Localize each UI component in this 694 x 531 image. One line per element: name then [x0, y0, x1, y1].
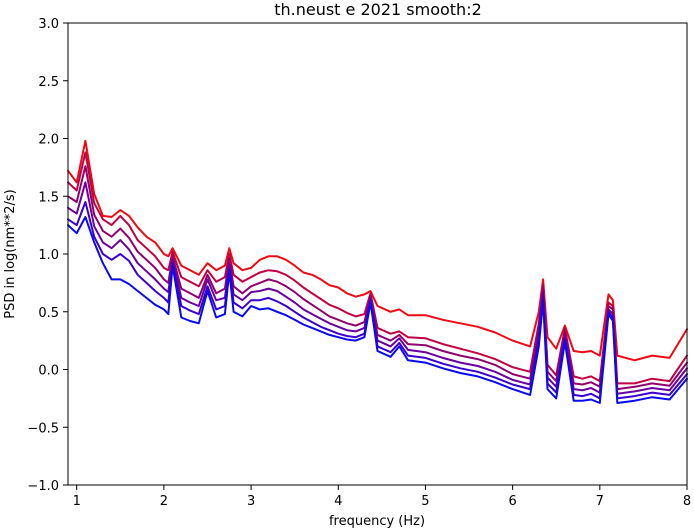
x-tick-label: 2 [160, 494, 168, 509]
y-tick-label: 0.0 [38, 364, 59, 379]
x-tick-label: 8 [683, 494, 691, 509]
x-tick-label: 4 [334, 494, 342, 509]
y-tick-label: −0.5 [27, 421, 59, 436]
chart-title: th.neust e 2021 smooth:2 [274, 0, 482, 19]
x-axis: 1 2 3 4 5 6 7 8 [73, 485, 691, 509]
y-tick-label: 1.0 [38, 248, 59, 263]
y-tick-label: 2.5 [38, 75, 59, 90]
y-tick-label: −1.0 [27, 479, 59, 494]
x-axis-label: frequency (Hz) [329, 514, 425, 529]
y-axis: 3.0 2.5 2.0 1.5 1.0 0.5 0.0 −0.5 −1.0 [27, 17, 68, 494]
series-line-5 [67, 201, 688, 400]
series-line-4 [67, 181, 688, 395]
y-tick-label: 2.0 [38, 133, 59, 148]
x-tick-label: 5 [421, 494, 429, 509]
y-tick-label: 3.0 [38, 17, 59, 32]
x-tick-label: 7 [596, 494, 604, 509]
series-layer [67, 139, 688, 404]
series-line-1 [67, 139, 688, 362]
y-tick-label: 1.5 [38, 190, 59, 205]
plot-frame [67, 22, 688, 486]
x-tick-label: 6 [508, 494, 516, 509]
series-line-3 [67, 165, 688, 391]
y-axis-label: PSD in log(nm**2/s) [3, 189, 18, 319]
x-tick-label: 1 [73, 494, 81, 509]
x-tick-label: 3 [247, 494, 255, 509]
series-line-6 [67, 216, 688, 404]
y-tick-label: 0.5 [38, 306, 59, 321]
